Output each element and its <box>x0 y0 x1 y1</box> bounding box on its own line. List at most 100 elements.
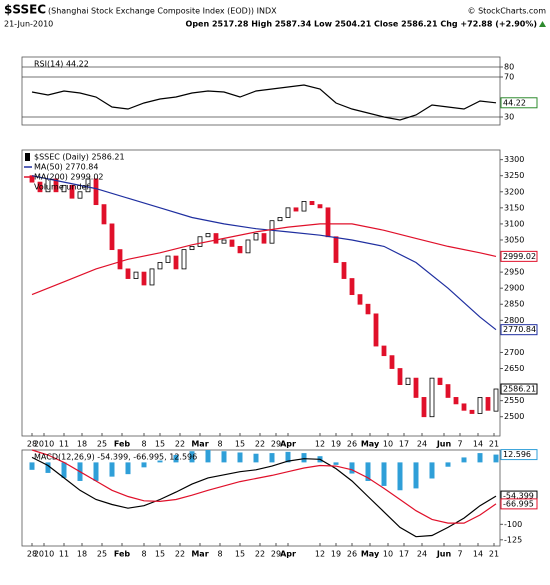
y-tick-label: 3300 <box>504 155 524 164</box>
candle <box>181 249 187 270</box>
y-tick-label: 3050 <box>504 235 524 244</box>
y-tick-label: 80 <box>504 63 514 72</box>
x-tick-label: 19 <box>331 550 341 559</box>
candle <box>77 191 83 199</box>
candle <box>445 384 451 398</box>
candle <box>325 207 331 238</box>
series-line <box>31 84 497 121</box>
x-tick-label: 2010 <box>34 550 54 559</box>
y-tick-label: 2950 <box>504 268 524 277</box>
candle <box>213 233 219 244</box>
y-tick-label: 70 <box>504 73 514 82</box>
series-line <box>31 449 497 524</box>
x-tick-label: 11 <box>59 550 69 559</box>
histogram-bar <box>365 462 371 481</box>
panel-title: RSI(14) 44.22 <box>34 60 89 69</box>
y-tick-label: 2900 <box>504 284 524 293</box>
histogram-bar <box>269 453 275 463</box>
candle <box>205 233 211 238</box>
candle <box>85 178 91 193</box>
candle <box>389 355 395 369</box>
histogram-bar <box>221 451 227 463</box>
y-tick-label: 30 <box>504 113 514 122</box>
histogram-bar <box>205 450 211 463</box>
x-tick-label: 28 <box>27 550 37 559</box>
x-tick-label: 28 <box>27 440 37 449</box>
histogram-bar <box>29 462 35 470</box>
x-tick-label: 22 <box>175 550 185 559</box>
x-tick-label: 25 <box>97 440 107 449</box>
x-tick-label: Feb <box>114 550 131 559</box>
y-tick-label: 2550 <box>504 396 524 405</box>
candle <box>357 294 363 305</box>
candle <box>93 178 99 206</box>
y-tick-label: 2500 <box>504 412 524 421</box>
x-tick-label: 29 <box>271 440 281 449</box>
histogram-bar <box>61 462 67 478</box>
histogram-bar <box>157 460 163 463</box>
x-tick-label: 8 <box>217 440 222 449</box>
value-box <box>500 383 538 395</box>
value-box <box>500 449 538 461</box>
x-tick-label: Apr <box>280 550 296 559</box>
candle <box>269 220 275 244</box>
x-tick-label: Mar <box>191 440 208 449</box>
y-tick-label: 2650 <box>504 364 524 373</box>
candle <box>341 262 347 279</box>
x-tick-label: 8 <box>141 550 146 559</box>
histogram-bar <box>141 462 147 468</box>
y-tick-label: -100 <box>504 520 522 529</box>
candle <box>133 271 139 279</box>
candle <box>381 345 387 357</box>
description: (Shanghai Stock Exchange Composite Index… <box>48 7 277 16</box>
x-tick-label: 7 <box>457 550 462 559</box>
x-tick-label: May <box>361 550 380 559</box>
value-box <box>500 498 538 510</box>
value-box-label: -66.995 <box>503 499 534 508</box>
candle <box>173 255 179 270</box>
candle <box>477 397 483 414</box>
panel-frame <box>21 56 501 126</box>
candle <box>365 303 371 315</box>
candle <box>61 184 67 193</box>
candle <box>253 233 259 241</box>
y-tick-label: 3100 <box>504 219 524 228</box>
histogram-bar <box>445 462 451 467</box>
histogram-bar <box>493 454 499 463</box>
value-box-label: 2770.84 <box>503 325 536 334</box>
candle <box>453 397 459 405</box>
y-tick-label: 2800 <box>504 316 524 325</box>
candle <box>373 313 379 347</box>
candle <box>117 249 123 270</box>
candle <box>469 409 475 414</box>
series-line <box>31 456 497 538</box>
histogram-bar <box>333 462 339 465</box>
x-tick-label: 8 <box>141 440 146 449</box>
x-tick-label: 2010 <box>34 440 54 449</box>
candle <box>53 178 59 193</box>
x-tick-label: 18 <box>77 440 87 449</box>
x-tick-label: 26 <box>347 550 357 559</box>
value-box-label: 2999.02 <box>503 252 536 261</box>
x-tick-label: 10 <box>383 550 393 559</box>
candle <box>301 201 307 212</box>
histogram-bar <box>237 452 243 463</box>
value-box-label: 44.22 <box>503 98 526 107</box>
candle <box>189 246 195 251</box>
panel-frame <box>21 449 501 547</box>
x-tick-label: Feb <box>114 440 131 449</box>
legend-icon <box>25 153 30 161</box>
histogram-bar <box>413 462 419 489</box>
x-tick-label: 24 <box>417 550 427 559</box>
candle <box>461 403 467 411</box>
histogram-bar <box>93 462 99 481</box>
candle <box>157 262 163 270</box>
candle <box>493 388 499 412</box>
panel-title: MACD(12,26,9) -54.399, -66.995, 12.596 <box>34 453 197 462</box>
candle <box>349 278 355 296</box>
source: © StockCharts.com <box>468 7 547 16</box>
x-tick-label: Apr <box>280 440 296 449</box>
legend-label: Volume undef <box>34 183 89 192</box>
histogram-bar <box>253 453 259 463</box>
